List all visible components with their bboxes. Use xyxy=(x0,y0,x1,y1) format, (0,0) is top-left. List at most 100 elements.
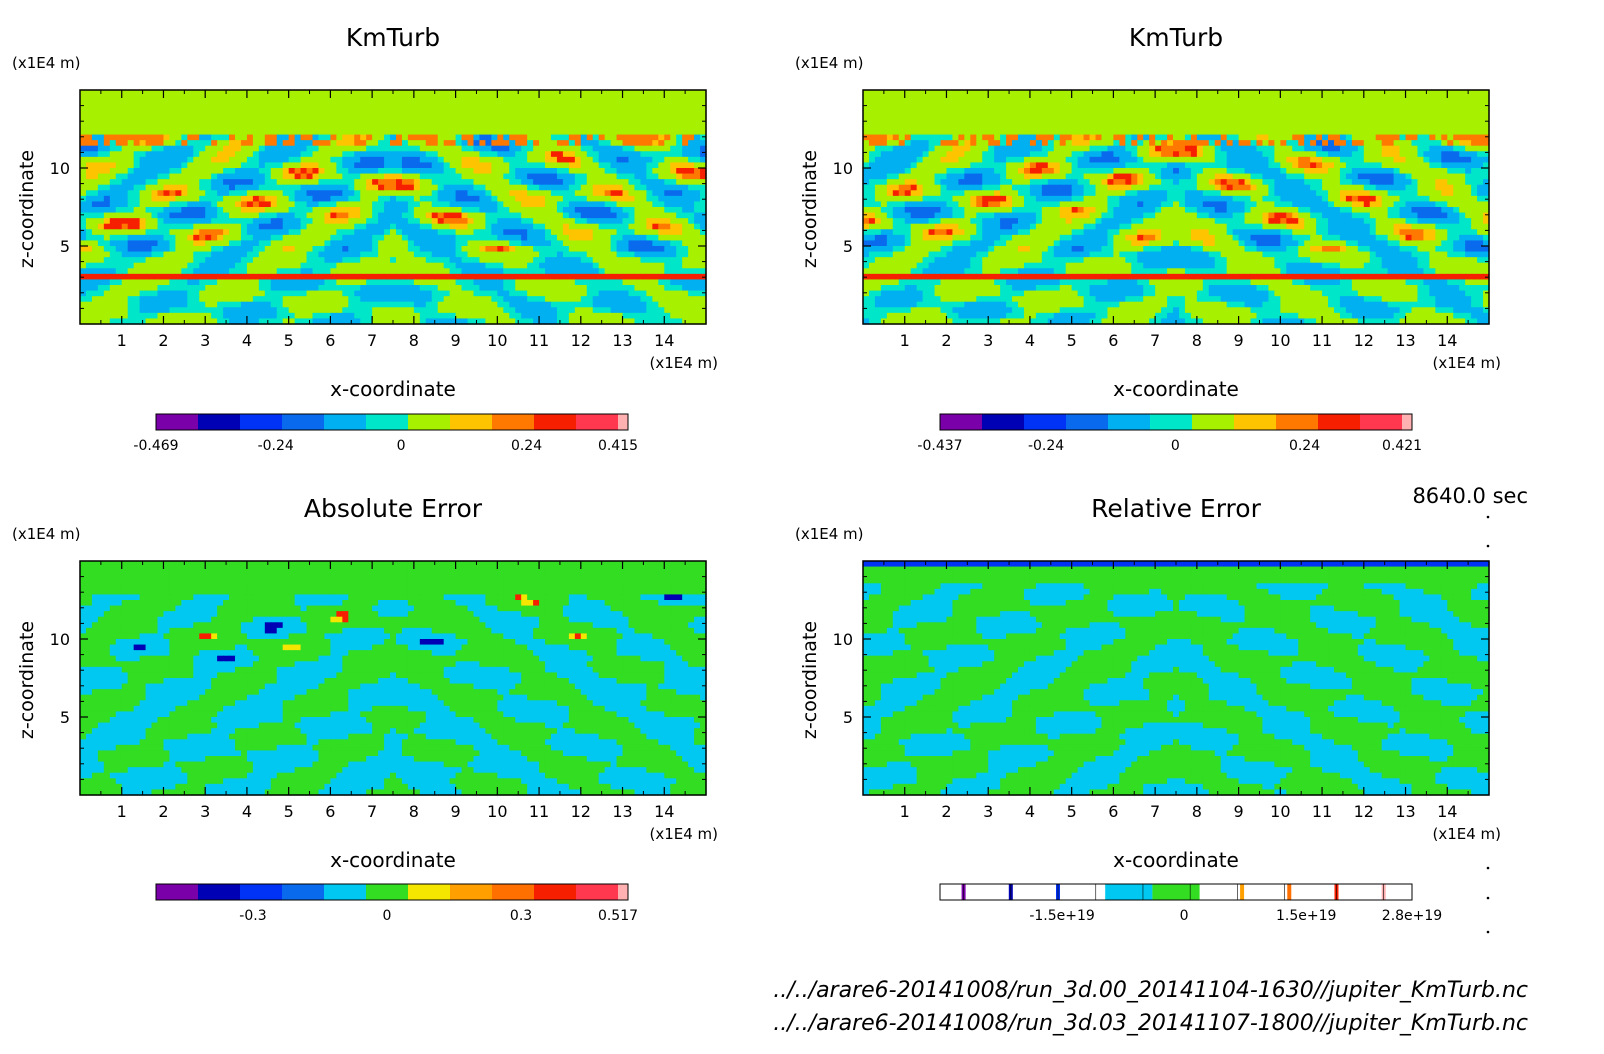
field-cell xyxy=(652,296,659,303)
field-cell xyxy=(431,229,439,236)
field-cell xyxy=(348,218,355,225)
field-cell xyxy=(217,318,224,325)
field-cell xyxy=(628,262,636,269)
field-cell xyxy=(598,234,606,242)
field-cell xyxy=(479,140,487,147)
field-cell xyxy=(318,106,326,113)
field-cell xyxy=(539,162,546,169)
field-cell xyxy=(634,106,642,113)
field-cell xyxy=(497,156,504,164)
field-cell xyxy=(318,184,326,191)
field-cell xyxy=(187,307,194,314)
field-cell xyxy=(282,223,290,230)
field-cell xyxy=(437,234,445,242)
field-cell xyxy=(670,212,677,219)
field-cell xyxy=(646,262,653,269)
field-cell xyxy=(688,318,695,325)
field-cell xyxy=(509,151,516,158)
field-cell xyxy=(634,234,642,242)
field-cell xyxy=(586,134,594,141)
field-cell xyxy=(419,257,427,264)
field-cell xyxy=(252,318,260,325)
field-cell xyxy=(348,140,355,147)
field-cell xyxy=(300,312,308,320)
field-cell xyxy=(916,112,924,119)
field-cell xyxy=(443,184,451,191)
field-cell xyxy=(616,312,624,320)
field-cell xyxy=(431,285,439,292)
field-cell xyxy=(527,112,534,119)
field-cell xyxy=(503,151,510,158)
field-cell xyxy=(306,251,314,258)
field-cell xyxy=(318,179,326,186)
field-cell xyxy=(497,290,504,297)
field-cell xyxy=(360,290,367,297)
field-cell xyxy=(187,296,194,303)
field-cell xyxy=(258,112,266,119)
field-cell xyxy=(199,246,206,253)
field-cell xyxy=(503,140,510,147)
field-cell xyxy=(324,223,331,230)
field-cell xyxy=(1113,95,1120,102)
field-cell xyxy=(682,112,689,119)
field-cell xyxy=(1393,101,1401,108)
field-cell xyxy=(85,123,93,130)
field-cell xyxy=(880,112,888,119)
field-cell xyxy=(497,207,504,214)
field-cell xyxy=(419,106,427,113)
field-cell xyxy=(700,140,707,147)
field-cell xyxy=(580,123,588,130)
field-cell xyxy=(419,296,427,303)
field-cell xyxy=(145,106,153,113)
field-cell xyxy=(1232,101,1240,108)
field-cell xyxy=(97,168,105,175)
field-cell xyxy=(419,179,427,186)
field-cell xyxy=(580,251,588,258)
field-cell xyxy=(1357,95,1365,102)
field-cell xyxy=(550,246,558,253)
field-cell xyxy=(413,262,421,269)
field-cell xyxy=(1256,106,1264,113)
field-cell xyxy=(276,218,284,225)
field-cell xyxy=(1137,106,1144,113)
field-cell xyxy=(407,123,415,130)
field-cell xyxy=(366,184,373,191)
field-cell xyxy=(121,240,129,247)
field-cell xyxy=(586,246,594,253)
field-cell xyxy=(139,129,147,136)
field-cell xyxy=(413,145,421,152)
field-cell xyxy=(521,168,528,175)
field-cell xyxy=(503,234,510,242)
field-cell xyxy=(491,318,498,325)
field-cell xyxy=(264,195,272,203)
field-cell xyxy=(384,168,391,175)
field-cell xyxy=(390,251,397,258)
field-cell xyxy=(485,229,492,236)
field-cell xyxy=(139,151,147,158)
field-cell xyxy=(580,190,588,197)
field-cell xyxy=(264,117,272,125)
field-cell xyxy=(229,307,236,314)
field-cell xyxy=(688,312,695,320)
field-cell xyxy=(634,273,642,281)
field-cell xyxy=(503,251,510,258)
field-cell xyxy=(205,285,212,292)
field-cell xyxy=(312,173,320,180)
field-cell xyxy=(467,106,475,113)
field-cell xyxy=(401,307,409,314)
field-cell xyxy=(694,273,701,281)
field-cell xyxy=(229,229,236,236)
field-cell xyxy=(461,212,469,219)
field-cell xyxy=(634,290,642,297)
field-cell xyxy=(521,234,528,242)
field-cell xyxy=(473,218,481,225)
field-cell xyxy=(157,117,165,125)
field-cell xyxy=(366,296,373,303)
field-cell xyxy=(217,168,224,175)
field-cell xyxy=(235,262,242,269)
field-cell xyxy=(169,106,176,113)
field-cell xyxy=(282,290,290,297)
field-cell xyxy=(97,95,105,102)
field-cell xyxy=(181,179,188,186)
field-cell xyxy=(700,168,707,175)
